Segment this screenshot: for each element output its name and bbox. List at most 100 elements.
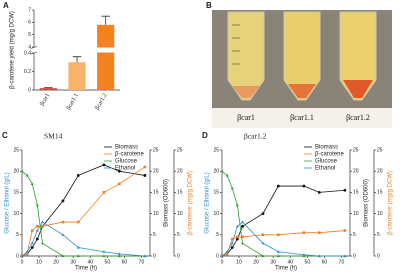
x-tick-label: βcar1.2 — [94, 93, 108, 111]
x-tick-label: 60 — [322, 259, 328, 265]
tube — [227, 11, 265, 101]
data-point — [143, 254, 147, 258]
x-tick-label: 0 — [221, 259, 224, 265]
data-point — [343, 254, 347, 258]
data-point — [220, 169, 224, 173]
data-point — [30, 241, 34, 245]
data-point — [225, 252, 229, 256]
y-tick-label: 5 — [177, 232, 180, 238]
y-tick-label: 10 — [377, 211, 383, 217]
data-point — [261, 212, 265, 216]
data-point — [102, 191, 106, 194]
y2-axis-title: Biomass (OD600) — [364, 179, 370, 227]
y-tick-label: 0 — [177, 253, 180, 259]
y-tick-label: 15 — [377, 190, 383, 196]
legend-label: Biomass — [315, 145, 338, 151]
data-point — [261, 233, 265, 237]
x-tick-label: 60 — [122, 259, 128, 265]
x-tick-label: 20 — [253, 259, 259, 265]
x-tick-label: 70 — [339, 259, 345, 265]
y-tick-label: 10 — [353, 211, 359, 217]
series-line — [21, 221, 145, 257]
data-point — [76, 254, 80, 258]
data-point — [240, 220, 244, 224]
data-point — [240, 241, 244, 245]
data-point — [230, 186, 234, 190]
legend-label: Ethanol — [315, 166, 335, 172]
data-point — [25, 252, 29, 256]
data-point — [317, 191, 321, 194]
data-point — [102, 250, 106, 253]
y-tick-label: 25 — [377, 147, 383, 153]
series-line — [221, 230, 345, 257]
data-point — [230, 241, 234, 245]
y-tick-label: 0.4 — [24, 50, 31, 56]
data-point — [276, 254, 280, 258]
data-point — [61, 220, 65, 224]
data-point — [77, 220, 80, 224]
y-tick-label: 7 — [28, 7, 31, 13]
data-point — [143, 174, 147, 177]
x-tick-label: 10 — [36, 259, 42, 265]
y-tick-label: 25 — [13, 147, 19, 153]
y-tick-label: 20 — [377, 169, 383, 175]
data-point — [225, 250, 229, 253]
y-tick-label: 0 — [28, 87, 31, 93]
y-tick-label: 10 — [213, 211, 219, 217]
data-point — [343, 229, 347, 232]
data-point — [230, 246, 234, 249]
panel-label: B — [206, 1, 212, 10]
y-tick-label: 5 — [16, 232, 19, 238]
data-point — [61, 199, 65, 203]
x-tick-label: 50 — [305, 259, 311, 265]
data-point — [30, 229, 34, 232]
y-tick-label: 15 — [177, 190, 183, 196]
data-point — [20, 169, 24, 173]
legend-label: β-carotene — [115, 152, 144, 158]
data-point — [25, 173, 29, 177]
data-point — [235, 237, 239, 241]
data-point — [41, 225, 44, 228]
y-tick-label: 15 — [13, 190, 19, 196]
data-point — [220, 254, 224, 258]
panel-label: D — [202, 131, 208, 140]
data-point — [20, 254, 24, 258]
y-axis-title: β-carotene yield (mg/g DCW) — [10, 11, 16, 89]
y-tick-label: 15 — [213, 190, 219, 196]
legend-label: Biomass — [115, 145, 138, 151]
photo-label-strip — [212, 108, 392, 128]
x-tick-label: 30 — [270, 259, 276, 265]
y-tick-label: 10 — [13, 211, 19, 217]
data-point — [236, 235, 239, 239]
data-point — [40, 241, 44, 245]
y-tick-label: 25 — [213, 147, 219, 153]
data-point — [102, 163, 106, 167]
y-tick-label: 5 — [377, 232, 380, 238]
x-tick-label: 10 — [236, 259, 242, 265]
photo-panel: B βcar1 βcar1.1 βcar1.2 — [206, 1, 392, 128]
series-line — [21, 170, 145, 257]
y-tick-label: 5 — [216, 232, 219, 238]
panel-label: C — [2, 131, 8, 140]
y-tick-label: 0 — [16, 253, 19, 259]
data-point — [343, 188, 347, 192]
series-line — [221, 221, 345, 257]
bar — [39, 88, 57, 90]
x-axis-title: Time (h) — [275, 266, 297, 272]
y-axis-title: Glucose / Ethanol (g/L) — [205, 172, 211, 233]
y-tick-label: 6 — [28, 20, 31, 26]
data-point — [76, 245, 80, 249]
photo-caption: βcar1.1 — [290, 113, 314, 122]
y-tick-label: 0 — [216, 253, 219, 259]
data-point — [117, 169, 121, 173]
axes — [221, 150, 375, 257]
data-point — [61, 233, 65, 236]
x-tick-label: 50 — [105, 259, 111, 265]
data-point — [235, 224, 239, 228]
data-point — [143, 165, 147, 169]
data-point — [277, 233, 280, 237]
y-tick-label: 5 — [28, 32, 31, 38]
